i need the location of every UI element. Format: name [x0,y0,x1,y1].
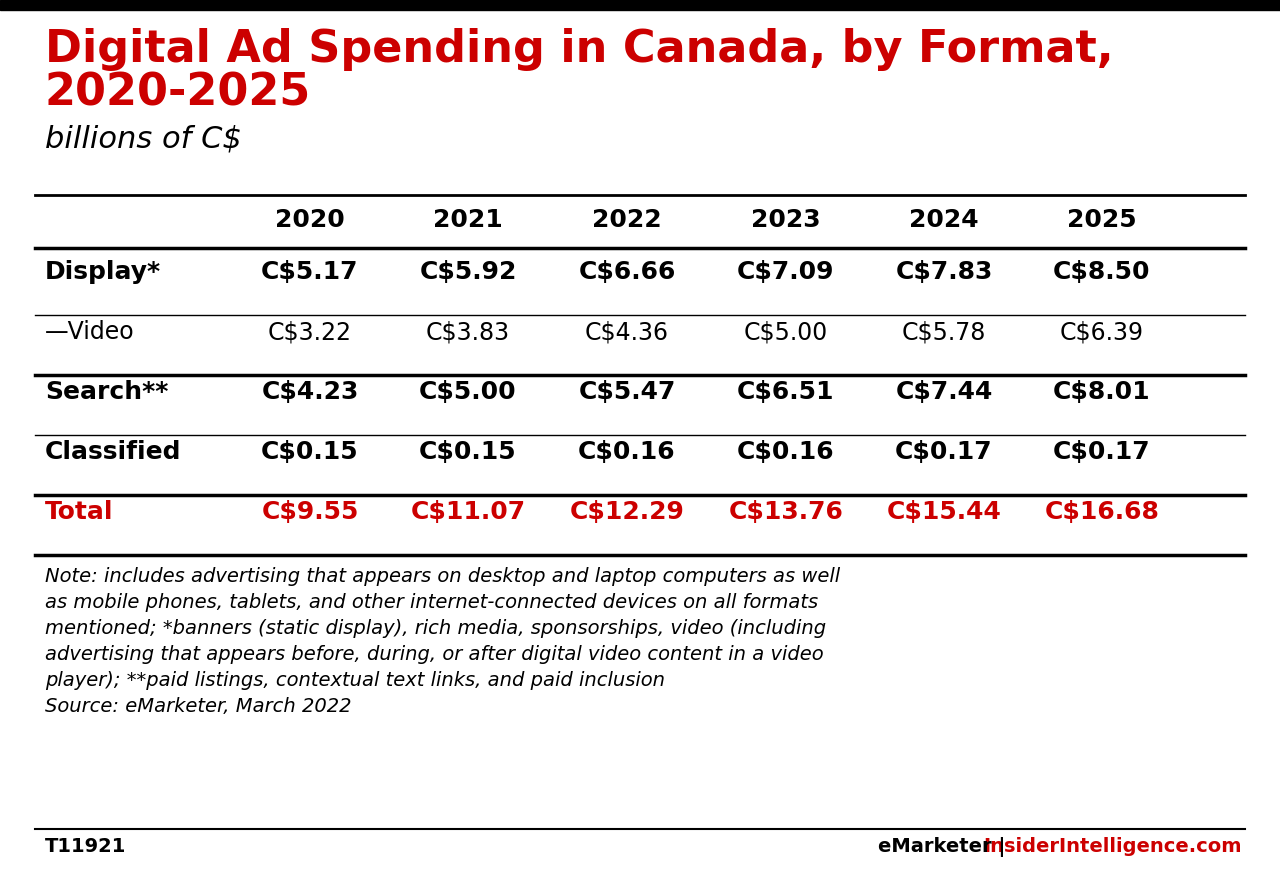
Text: C$4.23: C$4.23 [261,380,358,404]
Text: C$5.00: C$5.00 [744,320,828,344]
Text: 2023: 2023 [751,208,820,232]
Bar [0,0,1280,10]
Text: C$15.44: C$15.44 [887,500,1001,524]
Text: C$5.78: C$5.78 [902,320,986,344]
Text: C$7.09: C$7.09 [737,260,835,284]
Text: C$5.47: C$5.47 [579,380,676,404]
Text: C$7.44: C$7.44 [895,380,993,404]
Text: C$0.17: C$0.17 [1053,440,1151,464]
Text: C$6.51: C$6.51 [737,380,835,404]
Text: 2024: 2024 [909,208,979,232]
Text: —Video: —Video [45,320,134,344]
Text: T11921: T11921 [45,837,127,856]
Text: 2022: 2022 [593,208,662,232]
Text: C$3.83: C$3.83 [426,320,509,344]
Text: C$3.22: C$3.22 [268,320,352,344]
Text: C$16.68: C$16.68 [1044,500,1160,524]
Text: Classified: Classified [45,440,182,464]
Text: C$4.36: C$4.36 [585,320,669,344]
Text: player); **paid listings, contextual text links, and paid inclusion: player); **paid listings, contextual tex… [45,671,666,690]
Text: advertising that appears before, during, or after digital video content in a vid: advertising that appears before, during,… [45,645,823,664]
Text: Total: Total [45,500,114,524]
Text: Search**: Search** [45,380,169,404]
Text: InsiderIntelligence.com: InsiderIntelligence.com [983,837,1242,856]
Text: C$5.17: C$5.17 [261,260,358,284]
Text: eMarketer |: eMarketer | [878,837,1012,857]
Text: C$13.76: C$13.76 [728,500,844,524]
Text: Digital Ad Spending in Canada, by Format,: Digital Ad Spending in Canada, by Format… [45,28,1114,71]
Text: C$0.16: C$0.16 [579,440,676,464]
Text: C$11.07: C$11.07 [411,500,526,524]
Text: 2025: 2025 [1068,208,1137,232]
Text: C$7.83: C$7.83 [895,260,993,284]
Text: Display*: Display* [45,260,161,284]
Text: C$0.17: C$0.17 [895,440,993,464]
Text: C$8.01: C$8.01 [1053,380,1151,404]
Text: C$9.55: C$9.55 [261,500,358,524]
Text: Note: includes advertising that appears on desktop and laptop computers as well: Note: includes advertising that appears … [45,567,840,586]
Text: 2020: 2020 [275,208,344,232]
Text: 2020-2025: 2020-2025 [45,72,311,115]
Text: C$8.50: C$8.50 [1053,260,1151,284]
Text: C$0.15: C$0.15 [261,440,358,464]
Text: Source: eMarketer, March 2022: Source: eMarketer, March 2022 [45,697,352,716]
Text: C$0.15: C$0.15 [419,440,517,464]
Text: C$6.39: C$6.39 [1060,320,1144,344]
Text: 2021: 2021 [433,208,503,232]
Text: C$6.66: C$6.66 [579,260,676,284]
Text: mentioned; *banners (static display), rich media, sponsorships, video (including: mentioned; *banners (static display), ri… [45,619,826,638]
Text: C$12.29: C$12.29 [570,500,685,524]
Text: C$0.16: C$0.16 [737,440,835,464]
Text: billions of C$: billions of C$ [45,124,242,153]
Text: C$5.92: C$5.92 [420,260,517,284]
Text: C$5.00: C$5.00 [419,380,517,404]
Text: as mobile phones, tablets, and other internet-connected devices on all formats: as mobile phones, tablets, and other int… [45,593,818,612]
